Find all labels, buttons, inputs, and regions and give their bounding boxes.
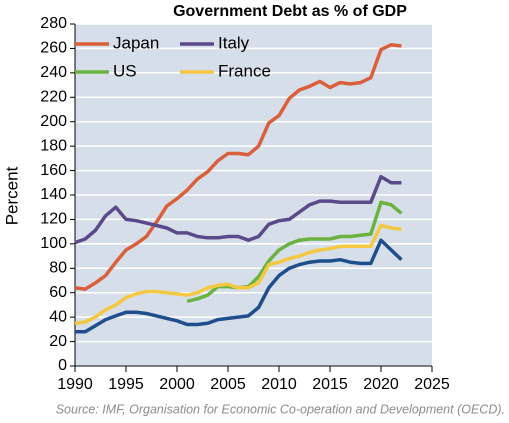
series-line: [74, 174, 402, 245]
y-tick-label: 180: [40, 137, 67, 154]
legend-label: France: [218, 61, 271, 80]
x-tick-label: 2000: [159, 376, 195, 393]
series-line: [74, 223, 402, 326]
y-tick-label: 40: [49, 308, 67, 325]
series-line: [186, 200, 403, 303]
legend-label: Italy: [218, 33, 250, 52]
y-tick-label: 260: [40, 40, 67, 57]
y-tick-label: 0: [58, 357, 67, 374]
y-tick-label: 80: [49, 260, 67, 277]
x-tick-label: 1995: [108, 376, 144, 393]
y-tick-label: 140: [40, 186, 67, 203]
x-tick-label: 2005: [210, 376, 246, 393]
y-tick-label: 280: [40, 15, 67, 32]
y-tick-label: 220: [40, 89, 67, 106]
y-tick-label: 120: [40, 211, 67, 228]
y-tick-label: 100: [40, 235, 67, 252]
legend-label: Japan: [113, 33, 159, 52]
y-tick-label: 240: [40, 64, 67, 81]
chart-title: Government Debt as % of GDP: [173, 3, 407, 20]
x-tick-label: 2020: [363, 376, 399, 393]
series-line: [74, 43, 402, 291]
series-line: [75, 238, 403, 334]
y-tick-label: 160: [40, 162, 67, 179]
x-tick-label: 2010: [261, 376, 297, 393]
x-tick-label: 2015: [312, 376, 348, 393]
y-tick-label: 200: [40, 113, 67, 130]
source-note: Source: IMF, Organisation for Economic C…: [56, 402, 505, 416]
y-tick-label: 60: [49, 284, 67, 301]
x-tick-label: 1990: [57, 376, 93, 393]
y-axis-label: Percent: [2, 166, 21, 225]
legend-label: US: [113, 61, 137, 80]
x-tick-label: 2025: [414, 376, 450, 393]
y-tick-label: 20: [49, 333, 67, 350]
